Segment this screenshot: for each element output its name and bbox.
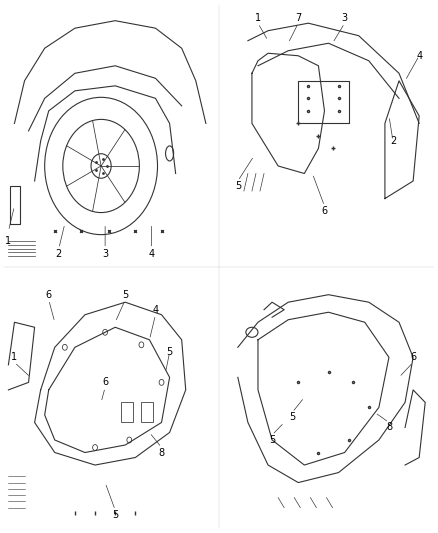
Text: 6: 6 xyxy=(321,206,328,216)
Text: 6: 6 xyxy=(102,377,108,387)
Text: 1: 1 xyxy=(255,13,261,23)
Text: 1: 1 xyxy=(11,352,18,362)
Text: 6: 6 xyxy=(46,290,52,300)
Text: 3: 3 xyxy=(102,249,108,259)
Text: 1: 1 xyxy=(5,236,11,246)
Text: 5: 5 xyxy=(122,290,128,300)
Text: 4: 4 xyxy=(416,51,422,61)
Text: 6: 6 xyxy=(410,352,416,362)
Text: 8: 8 xyxy=(159,448,165,457)
Text: 5: 5 xyxy=(289,413,295,423)
Text: 5: 5 xyxy=(235,181,241,191)
Bar xyxy=(121,402,133,423)
Bar xyxy=(141,402,153,423)
Text: 3: 3 xyxy=(342,13,348,23)
Text: 8: 8 xyxy=(386,423,392,432)
Text: 5: 5 xyxy=(112,510,118,520)
Text: 2: 2 xyxy=(56,249,62,259)
Text: 5: 5 xyxy=(269,435,275,445)
Text: 2: 2 xyxy=(390,136,396,146)
Text: 4: 4 xyxy=(152,305,159,314)
Text: 7: 7 xyxy=(295,13,301,23)
Text: 5: 5 xyxy=(166,348,173,357)
Text: 4: 4 xyxy=(148,249,155,259)
